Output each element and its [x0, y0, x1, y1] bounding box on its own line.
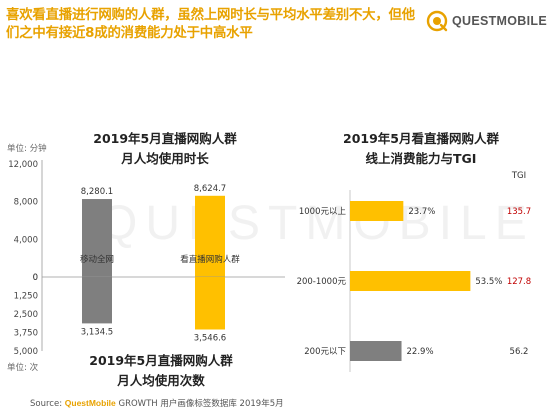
source-rest: GROWTH 用户画像标签数据库 2019年5月 — [118, 399, 284, 409]
chart2-value-label: 3,546.6 — [194, 333, 226, 343]
chart2-bar — [195, 277, 225, 330]
chart3-category-label: 200-1000元 — [297, 277, 347, 287]
chart2-ytick-label: 3,750 — [14, 329, 38, 339]
chart2-ytick-label: 0 — [33, 273, 38, 283]
chart2-title-line1: 2019年5月直播网购人群 — [89, 353, 233, 368]
chart1-ytick-label: 12,000 — [8, 160, 38, 170]
chart3-value-label: 22.9% — [407, 347, 434, 357]
chart1-bar — [195, 195, 225, 277]
chart2-ytick-label: 2,500 — [14, 310, 38, 320]
chart3-title: 2019年5月看直播网购人群 线上消费能力与TGI — [316, 129, 526, 169]
chart1-ytick-label: 8,000 — [14, 198, 38, 208]
chart1-title-line2: 月人均使用时长 — [121, 151, 209, 166]
chart1-value-label: 8,280.1 — [81, 187, 113, 197]
watermark: QUESTMOBILE — [100, 197, 535, 250]
questmobile-logo-icon — [426, 10, 448, 32]
chart1-ytick-label: 0 — [33, 273, 38, 283]
chart2-ytick-label: 5,000 — [14, 347, 38, 357]
chart3-title-line1: 2019年5月看直播网购人群 — [343, 131, 499, 146]
chart1-title-line1: 2019年5月直播网购人群 — [93, 131, 237, 146]
chart3-bar — [350, 341, 402, 361]
chart1-unit: 单位: 分钟 — [7, 144, 47, 154]
category-label: 移动全网 — [80, 254, 114, 265]
tgi-header: TGI — [511, 171, 526, 181]
chart3-bar — [350, 201, 404, 221]
chart2-ytick-label: 1,250 — [14, 292, 38, 302]
chart3-category-label: 1000元以上 — [299, 207, 347, 217]
chart1-value-label: 8,624.7 — [194, 184, 226, 194]
chart2-value-label: 3,134.5 — [81, 327, 113, 337]
chart1-bar — [82, 199, 112, 277]
chart2-title: 2019年5月直播网购人群 月人均使用次数 — [56, 351, 266, 391]
tgi-value: 56.2 — [510, 347, 529, 357]
headline: 喜欢看直播进行网购的人群，虽然上网时长与平均水平差别不大，但他们之中有接近8成的… — [6, 8, 415, 41]
chart2-title-line2: 月人均使用次数 — [117, 373, 205, 388]
tgi-value: 127.8 — [507, 277, 531, 287]
category-label: 看直播网购人群 — [180, 254, 240, 265]
source-line: Source: QuestMobile GROWTH 用户画像标签数据库 201… — [30, 397, 284, 409]
chart3-category-label: 200元以下 — [304, 347, 346, 357]
chart3-value-label: 53.5% — [475, 277, 502, 287]
chart2-bar — [82, 277, 112, 324]
chart2-unit: 单位: 次 — [7, 363, 39, 373]
source-label: Source: — [30, 399, 63, 409]
chart2-frequency: 0 1,250 2,500 3,750 5,000 3,134.5 3,546.6 — [14, 273, 285, 357]
logo-text: QUESTMOBILE — [452, 14, 547, 28]
chart1-ytick-label: 4,000 — [14, 235, 38, 245]
chart1-duration: 12,000 8,000 4,000 0 8,280.1 8,624.7 移动全网 看直播网购… — [8, 160, 240, 283]
chart1-title: 2019年5月直播网购人群 月人均使用时长 — [60, 129, 270, 169]
chart3-bar — [350, 271, 471, 291]
chart3-spending-tgi: TGI 1000元以上 23.7% 135.7 200-1000元 53.5% 127.8 2… — [297, 171, 531, 372]
questmobile-logo: QUESTMOBILE — [426, 10, 547, 32]
chart3-value-label: 23.7% — [408, 207, 435, 217]
chart3-title-line2: 线上消费能力与TGI — [365, 151, 477, 166]
tgi-value: 135.7 — [507, 207, 531, 217]
source-brand: QuestMobile — [64, 398, 116, 408]
